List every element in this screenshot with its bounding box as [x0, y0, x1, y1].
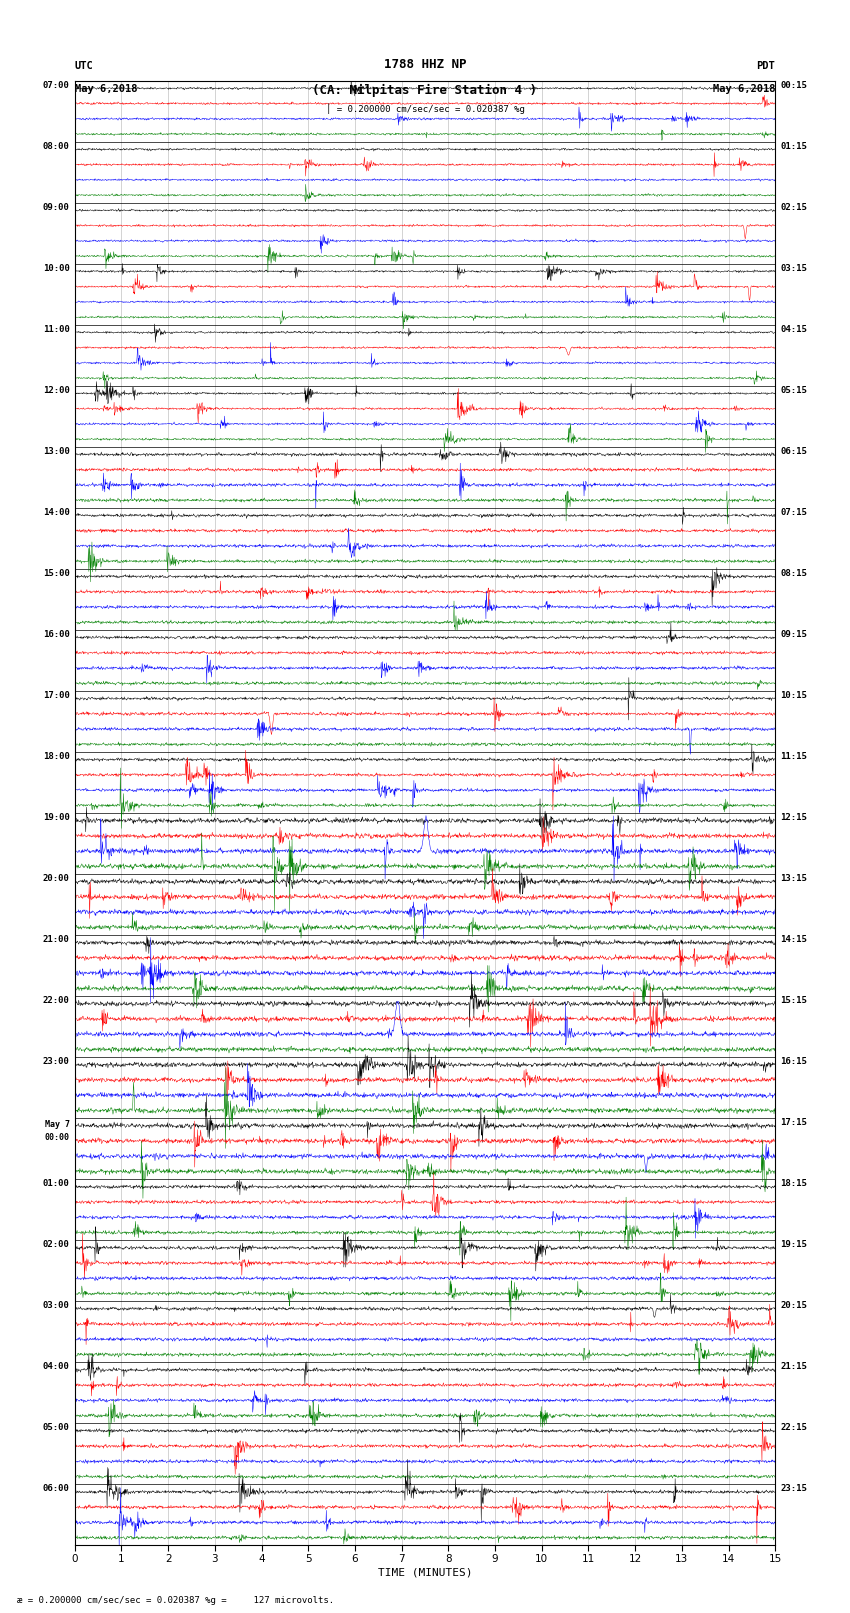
- Text: 03:00: 03:00: [42, 1302, 70, 1310]
- Text: 04:15: 04:15: [780, 324, 808, 334]
- Text: æ = 0.200000 cm/sec/sec = 0.020387 %g =     127 microvolts.: æ = 0.200000 cm/sec/sec = 0.020387 %g = …: [17, 1595, 334, 1605]
- Text: 23:00: 23:00: [42, 1057, 70, 1066]
- Text: May 7: May 7: [45, 1119, 70, 1129]
- Text: 07:00: 07:00: [42, 81, 70, 90]
- Text: 11:00: 11:00: [42, 324, 70, 334]
- Text: 01:15: 01:15: [780, 142, 808, 150]
- Text: May 6,2018: May 6,2018: [712, 84, 775, 94]
- Text: 15:15: 15:15: [780, 997, 808, 1005]
- Text: 08:15: 08:15: [780, 569, 808, 577]
- Text: 16:15: 16:15: [780, 1057, 808, 1066]
- Text: 11:15: 11:15: [780, 752, 808, 761]
- Text: 03:15: 03:15: [780, 265, 808, 273]
- Text: 21:00: 21:00: [42, 936, 70, 944]
- Text: 04:00: 04:00: [42, 1361, 70, 1371]
- Text: UTC: UTC: [75, 61, 94, 71]
- Text: 15:00: 15:00: [42, 569, 70, 577]
- Text: 14:15: 14:15: [780, 936, 808, 944]
- Text: 22:00: 22:00: [42, 997, 70, 1005]
- Text: (CA: Milpitas Fire Station 4 ): (CA: Milpitas Fire Station 4 ): [313, 84, 537, 97]
- Text: 17:00: 17:00: [42, 690, 70, 700]
- Text: May 6,2018: May 6,2018: [75, 84, 138, 94]
- Text: 05:15: 05:15: [780, 386, 808, 395]
- Text: 12:00: 12:00: [42, 386, 70, 395]
- Text: 09:15: 09:15: [780, 631, 808, 639]
- Text: 13:15: 13:15: [780, 874, 808, 882]
- Text: 20:00: 20:00: [42, 874, 70, 882]
- Text: 12:15: 12:15: [780, 813, 808, 823]
- Text: 05:00: 05:00: [42, 1423, 70, 1432]
- Text: PDT: PDT: [756, 61, 775, 71]
- Text: 13:00: 13:00: [42, 447, 70, 456]
- Text: 09:00: 09:00: [42, 203, 70, 211]
- Text: 16:00: 16:00: [42, 631, 70, 639]
- Text: 19:00: 19:00: [42, 813, 70, 823]
- Text: 10:15: 10:15: [780, 690, 808, 700]
- Text: 02:15: 02:15: [780, 203, 808, 211]
- Text: 00:00: 00:00: [45, 1132, 70, 1142]
- Text: 06:00: 06:00: [42, 1484, 70, 1494]
- Text: 00:15: 00:15: [780, 81, 808, 90]
- Text: 21:15: 21:15: [780, 1361, 808, 1371]
- Text: │ = 0.200000 cm/sec/sec = 0.020387 %g: │ = 0.200000 cm/sec/sec = 0.020387 %g: [326, 103, 524, 115]
- Text: 20:15: 20:15: [780, 1302, 808, 1310]
- Text: 07:15: 07:15: [780, 508, 808, 516]
- Text: 22:15: 22:15: [780, 1423, 808, 1432]
- Text: 14:00: 14:00: [42, 508, 70, 516]
- Text: 06:15: 06:15: [780, 447, 808, 456]
- Text: 01:00: 01:00: [42, 1179, 70, 1189]
- Text: 10:00: 10:00: [42, 265, 70, 273]
- Text: 19:15: 19:15: [780, 1240, 808, 1248]
- Text: 23:15: 23:15: [780, 1484, 808, 1494]
- Text: 1788 HHZ NP: 1788 HHZ NP: [383, 58, 467, 71]
- Text: 18:15: 18:15: [780, 1179, 808, 1189]
- Text: 18:00: 18:00: [42, 752, 70, 761]
- Text: 08:00: 08:00: [42, 142, 70, 150]
- X-axis label: TIME (MINUTES): TIME (MINUTES): [377, 1568, 473, 1578]
- Text: 17:15: 17:15: [780, 1118, 808, 1127]
- Text: 02:00: 02:00: [42, 1240, 70, 1248]
